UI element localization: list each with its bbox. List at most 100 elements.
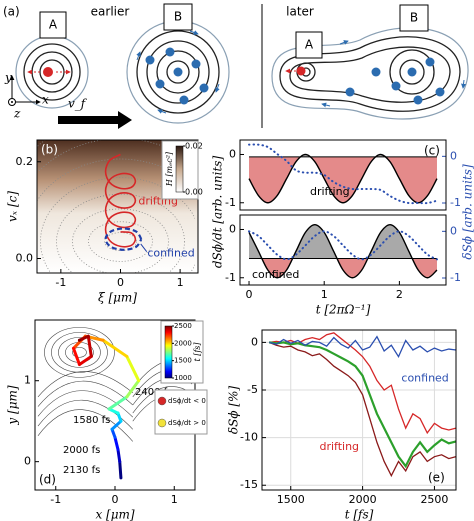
x-tick-label: 0 — [246, 288, 253, 301]
data-line — [269, 341, 457, 469]
x-tick-label: 1 — [171, 493, 178, 506]
annotation: 2400 fs — [135, 387, 172, 398]
fill-area — [261, 258, 437, 278]
axis-label: ξ [μm] — [98, 291, 137, 305]
field-line — [72, 347, 87, 358]
x-tick-label: 2500 — [420, 493, 448, 506]
trajectory-segment — [101, 338, 129, 358]
axis-label: y [μm] — [6, 385, 20, 425]
system-b-earlier — [126, 3, 230, 124]
annotation: 2130 fs — [63, 465, 100, 476]
trajectory-segment — [125, 379, 141, 399]
y-tick-label: -1 — [225, 196, 236, 209]
panel-a: (a) A earlier B later A B y x z v — [3, 3, 469, 129]
trajectory-segment — [77, 334, 90, 342]
trajectory-segment — [125, 354, 141, 383]
y-tick-label: 0 — [229, 147, 236, 160]
y-tick-label: -15 — [240, 478, 258, 491]
y-tick-label: 1 — [24, 374, 31, 387]
trajectory-segment — [116, 448, 122, 464]
plot-frame — [36, 139, 199, 274]
system-later — [271, 4, 469, 120]
axis-label: vₓ [c] — [6, 191, 20, 222]
field-line — [37, 390, 133, 418]
trajectory-segment — [107, 395, 129, 411]
system-a-earlier — [15, 11, 89, 109]
y2-tick-label: 0 — [450, 149, 457, 162]
field-line — [37, 380, 133, 407]
trajectory-segment — [118, 460, 123, 480]
field-line — [37, 409, 134, 442]
x-tick-label: 2000 — [349, 493, 377, 506]
axis-label: t [fs] — [345, 508, 374, 521]
axis-label: z — [13, 107, 21, 121]
field-line — [44, 327, 115, 378]
colorbar-tick-label: 0.00 — [185, 188, 203, 197]
legend-marker — [157, 418, 167, 428]
axis-label: t [2πΩ⁻¹] — [316, 303, 371, 317]
trajectory-segment — [72, 346, 81, 367]
y-tick-label: -1 — [225, 271, 236, 284]
box-label: B — [174, 10, 182, 24]
axis-label: dSϕ/dt [arb. units] — [211, 156, 225, 269]
plot-frame — [239, 139, 447, 211]
coordinate-axes — [8, 75, 132, 129]
data-line — [269, 335, 457, 359]
x-tick-label: 1 — [321, 288, 328, 301]
y-tick-label: 0 — [229, 222, 236, 235]
panel-label: (b) — [41, 143, 58, 157]
fill-area — [249, 156, 437, 203]
fill-area — [249, 224, 437, 259]
x-tick-label: 1 — [177, 276, 184, 289]
contour — [37, 158, 195, 202]
y-tick-label: 0.2 — [16, 155, 34, 168]
x-tick-label: 1500 — [277, 493, 305, 506]
colorbar-tick-label: 1000 — [174, 374, 192, 382]
axis-label: x — [42, 93, 49, 107]
panel-label: (c) — [424, 144, 440, 158]
annotation: confined — [252, 268, 299, 281]
annotation: drifting — [310, 185, 350, 198]
trajectory-segment — [113, 435, 120, 452]
contour — [56, 193, 185, 273]
stage-label: later — [286, 5, 314, 19]
axis-label: H [mₑc²] — [165, 151, 174, 187]
y2-tick-label: -1 — [450, 271, 461, 284]
annotation-arrow — [140, 243, 148, 253]
trajectory-segment — [86, 334, 93, 358]
x-tick-label: -1 — [50, 493, 61, 506]
y-tick-label: -10 — [240, 431, 258, 444]
axis-label: t [fs] — [193, 342, 202, 362]
x-tick-label: 0 — [117, 276, 124, 289]
velocity-label: v_f — [68, 97, 88, 111]
legend-label: dSϕ/dt > 0 — [168, 419, 206, 427]
plot-frame — [239, 214, 447, 286]
box-label: A — [305, 38, 314, 52]
annotation: drifting — [319, 440, 359, 453]
axis-label: δSϕ [arb. units] — [461, 164, 474, 260]
colorbar-tick-label: 1500 — [174, 357, 192, 365]
trajectory-segment — [77, 354, 93, 367]
contour — [104, 232, 137, 251]
data-line — [248, 223, 438, 279]
field-line — [58, 337, 101, 368]
y-tick-label: 0 — [251, 335, 258, 348]
x-tick-label: 2 — [396, 288, 403, 301]
y2-tick-label: 0 — [450, 224, 457, 237]
contour — [72, 208, 169, 273]
contour — [40, 177, 195, 273]
annotation: confined — [401, 372, 448, 385]
legend-label: dSϕ/dt < 0 — [168, 397, 206, 405]
x-tick-label: -1 — [55, 276, 66, 289]
y2-tick-label: -1 — [450, 196, 461, 209]
plot-frame — [261, 329, 457, 491]
y-tick-label: 0.0 — [16, 251, 34, 264]
data-line — [248, 153, 438, 204]
contours — [37, 140, 195, 273]
data-line — [268, 341, 457, 478]
y-tick-label: 0 — [24, 455, 31, 468]
colorbar — [175, 145, 184, 193]
data-line — [104, 153, 137, 248]
box-label: B — [410, 11, 418, 25]
